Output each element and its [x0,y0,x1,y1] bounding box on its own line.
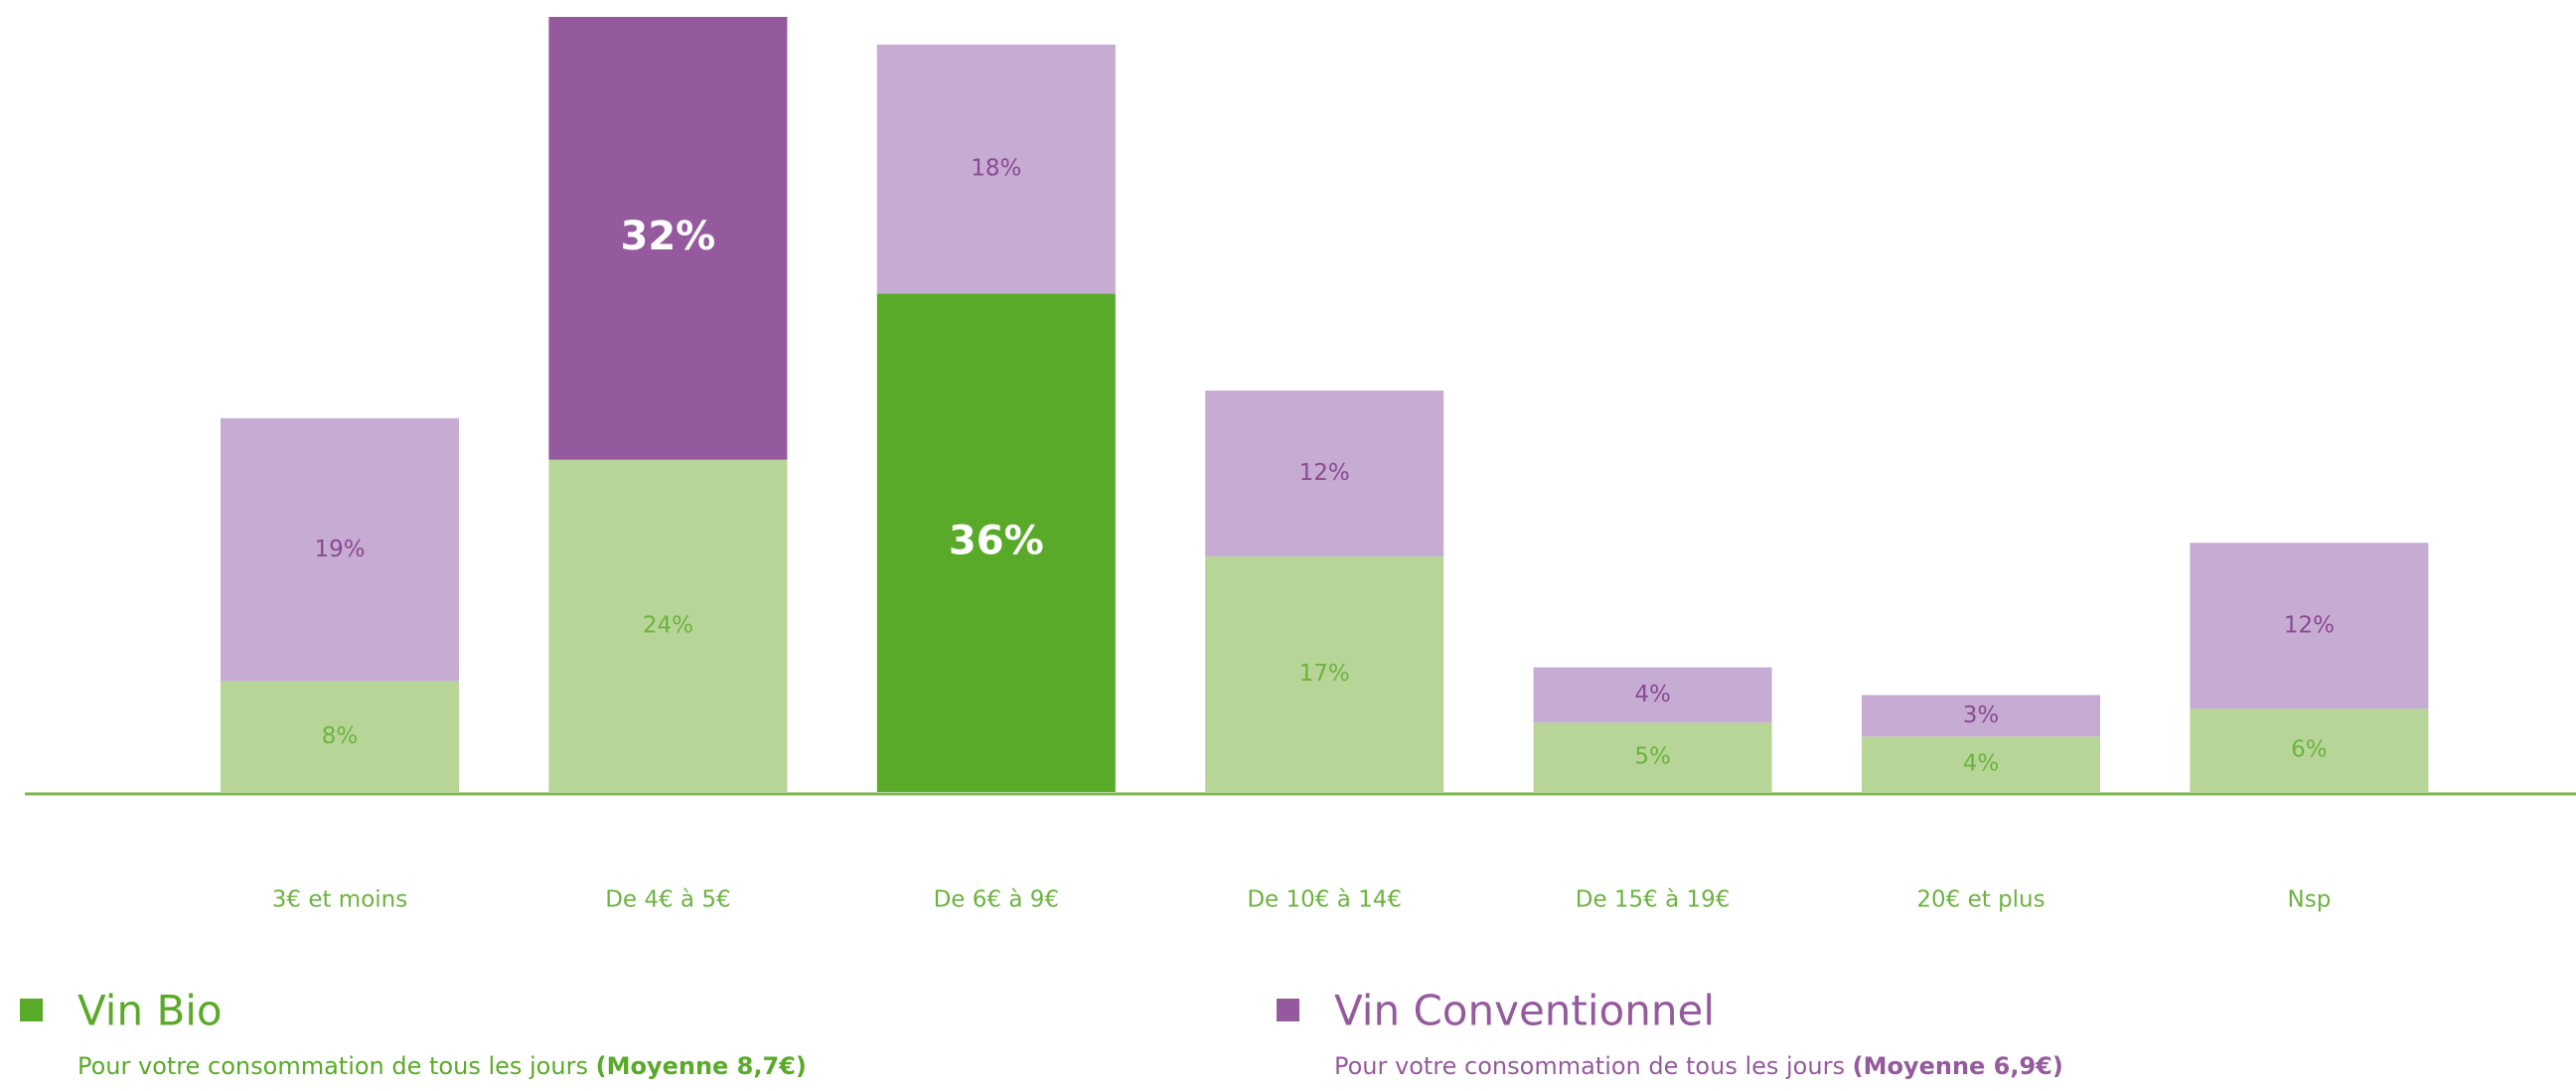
value-label: 32% [621,214,716,259]
legend-subtitle: Pour votre consommation de tous les jour… [1334,1052,2063,1080]
value-label: 36% [949,518,1044,563]
value-label: 19% [314,537,365,562]
bar-segment [221,681,459,792]
legend-subtitle-bold: (Moyenne 6,9€) [1853,1052,2063,1080]
bar-segment [1862,736,2100,792]
legend-label: Vin Conventionnel [1334,987,1715,1035]
bar-segment [2190,543,2429,709]
value-label: 12% [1299,460,1350,486]
value-label: 18% [971,156,1021,182]
bar-segment [548,17,788,460]
bar-segment [1533,667,1772,723]
bar-segment [876,44,1116,294]
legend-label: Vin Bio [77,987,223,1035]
value-label: 8% [322,723,359,749]
bar-segment [221,417,459,682]
legend-subtitle-text: Pour votre consommation de tous les jour… [77,1052,588,1080]
value-label: 12% [2284,612,2335,638]
legend-swatch [1277,999,1299,1021]
value-label: 4% [1963,751,2000,777]
value-label: 24% [643,612,693,638]
x-tick-label: 3€ et moins [272,887,407,913]
value-label: 17% [1299,661,1350,687]
bar-segment [2190,708,2429,792]
x-tick-label: De 6€ à 9€ [934,887,1059,913]
bar-segment [876,293,1116,792]
x-tick-label: De 15€ à 19€ [1576,887,1731,913]
x-tick-label: 20€ et plus [1916,887,2045,913]
x-tick-label: Nsp [2288,887,2332,913]
value-label: 6% [2291,737,2328,763]
bar-segment [548,459,788,792]
value-label: 5% [1634,744,1671,770]
bar-segment [1862,695,2100,737]
legend-swatch [20,999,43,1021]
bar-segment [1533,722,1772,792]
legend-subtitle-text: Pour votre consommation de tous les jour… [1334,1052,1845,1080]
legend-subtitle-bold: (Moyenne 8,7€) [596,1052,807,1080]
legend-subtitle: Pour votre consommation de tous les jour… [77,1052,807,1080]
x-tick-label: De 4€ à 5€ [605,887,730,913]
value-label: 4% [1634,682,1671,707]
bar-segment [1205,556,1444,792]
value-label: 3% [1963,702,2000,728]
x-tick-label: De 10€ à 14€ [1247,887,1402,913]
bar-segment [1205,390,1444,557]
